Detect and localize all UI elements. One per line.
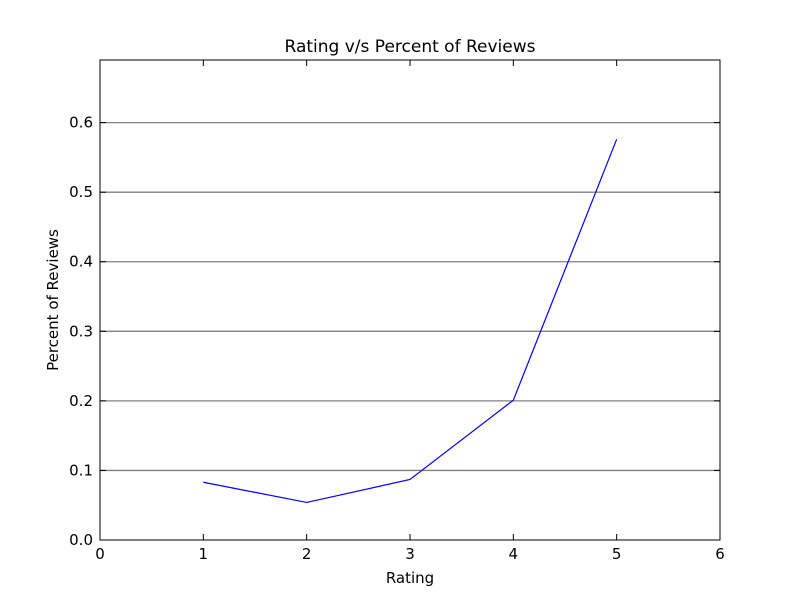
y-tick-label: 0.3 (69, 322, 93, 340)
x-tick-label: 4 (509, 545, 519, 563)
y-tick-label: 0.2 (69, 392, 93, 410)
x-tick-label: 1 (199, 545, 209, 563)
x-tick-label: 0 (95, 545, 105, 563)
y-tick-label: 0.1 (69, 461, 93, 479)
y-tick-label: 0.6 (69, 114, 93, 132)
x-tick-label: 2 (302, 545, 312, 563)
x-axis-label: Rating (386, 569, 434, 587)
y-tick-label: 0.4 (69, 253, 93, 271)
x-tick-label: 5 (612, 545, 622, 563)
y-axis-label: Percent of Reviews (44, 229, 62, 371)
x-tick-label: 3 (405, 545, 415, 563)
y-tick-label: 0.0 (69, 531, 93, 549)
y-tick-label: 0.5 (69, 183, 93, 201)
x-tick-label: 6 (715, 545, 725, 563)
ticks: 0.0 0.1 0.2 0.3 0.4 0.5 0.6 0 1 2 3 4 5 6 (69, 60, 725, 563)
chart-title: Rating v/s Percent of Reviews (285, 37, 536, 57)
series-layer (203, 139, 618, 504)
gridlines (100, 121, 720, 472)
